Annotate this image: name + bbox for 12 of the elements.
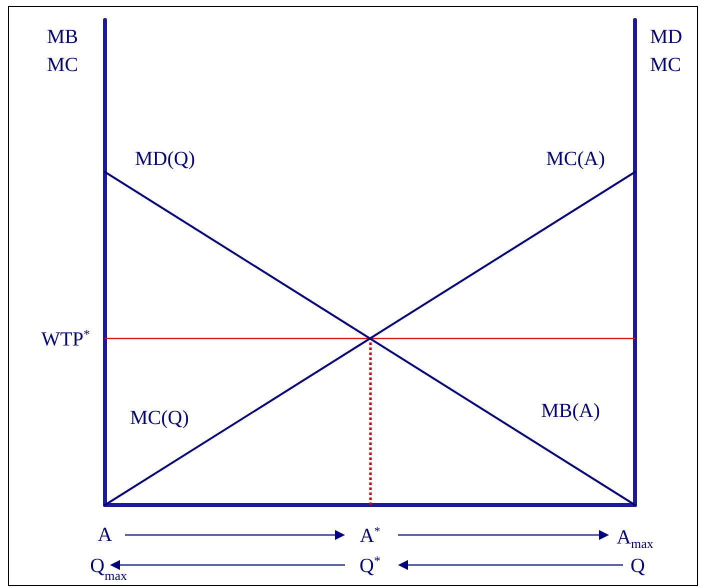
series-label: MD(Q) <box>135 148 195 170</box>
annotation: MC(Q) <box>130 407 189 429</box>
text: Q$^{*}$ <box>360 552 380 577</box>
x-tick-label: A* <box>360 524 380 547</box>
annotation: MB(A) <box>541 400 600 422</box>
ref-line-label: WTP$^{*}$ <box>41 326 90 350</box>
text: Q <box>630 555 646 577</box>
text: Q$_{max}$ <box>90 555 128 582</box>
y2-axis-title: MD MC <box>650 26 682 76</box>
series-label: MC(A) <box>546 148 605 170</box>
y-axis-title: MB MC <box>47 26 78 76</box>
x-tick-label: A <box>98 524 113 546</box>
